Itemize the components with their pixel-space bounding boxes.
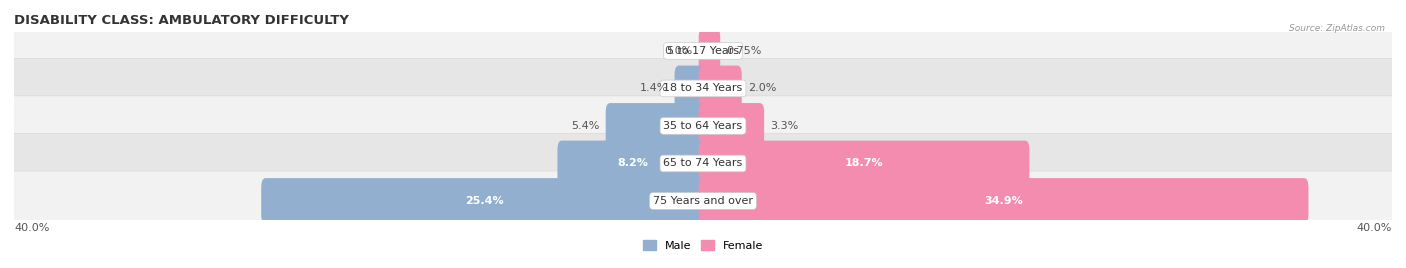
- Text: 3.3%: 3.3%: [770, 121, 799, 131]
- Text: 18 to 34 Years: 18 to 34 Years: [664, 83, 742, 94]
- Text: 0.75%: 0.75%: [727, 46, 762, 56]
- Legend: Male, Female: Male, Female: [638, 236, 768, 255]
- Text: 34.9%: 34.9%: [984, 196, 1024, 206]
- FancyBboxPatch shape: [8, 133, 1398, 193]
- FancyBboxPatch shape: [675, 66, 707, 111]
- Text: 5 to 17 Years: 5 to 17 Years: [666, 46, 740, 56]
- FancyBboxPatch shape: [699, 66, 742, 111]
- FancyBboxPatch shape: [8, 58, 1398, 118]
- Text: 1.4%: 1.4%: [640, 83, 669, 94]
- FancyBboxPatch shape: [262, 178, 707, 224]
- FancyBboxPatch shape: [699, 141, 1029, 186]
- FancyBboxPatch shape: [699, 178, 1309, 224]
- Text: 25.4%: 25.4%: [465, 196, 503, 206]
- FancyBboxPatch shape: [8, 171, 1398, 231]
- FancyBboxPatch shape: [606, 103, 707, 149]
- Text: 40.0%: 40.0%: [1357, 223, 1392, 233]
- Text: 0.0%: 0.0%: [665, 46, 693, 56]
- FancyBboxPatch shape: [557, 141, 707, 186]
- FancyBboxPatch shape: [8, 21, 1398, 81]
- FancyBboxPatch shape: [699, 103, 763, 149]
- Text: DISABILITY CLASS: AMBULATORY DIFFICULTY: DISABILITY CLASS: AMBULATORY DIFFICULTY: [14, 14, 349, 27]
- Text: 65 to 74 Years: 65 to 74 Years: [664, 158, 742, 169]
- FancyBboxPatch shape: [699, 28, 720, 74]
- Text: 8.2%: 8.2%: [617, 158, 648, 169]
- Text: 35 to 64 Years: 35 to 64 Years: [664, 121, 742, 131]
- Text: 40.0%: 40.0%: [14, 223, 49, 233]
- Text: 5.4%: 5.4%: [571, 121, 599, 131]
- FancyBboxPatch shape: [8, 96, 1398, 156]
- Text: Source: ZipAtlas.com: Source: ZipAtlas.com: [1289, 24, 1385, 33]
- Text: 75 Years and over: 75 Years and over: [652, 196, 754, 206]
- Text: 18.7%: 18.7%: [845, 158, 883, 169]
- Text: 2.0%: 2.0%: [748, 83, 776, 94]
